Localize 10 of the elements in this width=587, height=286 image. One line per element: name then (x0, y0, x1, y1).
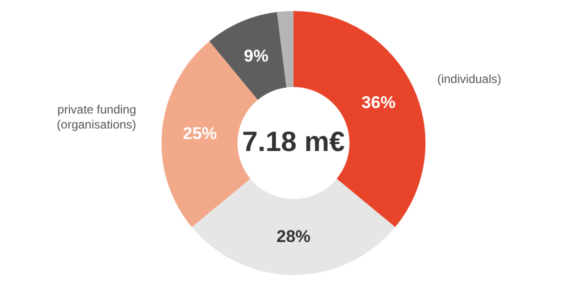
data-label: 36% (362, 92, 396, 112)
text: 7.18 m€ (242, 126, 346, 157)
donut-slice (276, 11, 294, 88)
donut-slice (192, 178, 396, 275)
slice-label: private funding (organisations) (56, 102, 136, 132)
data-label: 28% (276, 227, 311, 246)
donut-slice (209, 12, 286, 100)
data-label: 25% (182, 124, 217, 144)
slice-label: (individuals) (437, 72, 502, 86)
data-label: 9% (244, 46, 268, 66)
